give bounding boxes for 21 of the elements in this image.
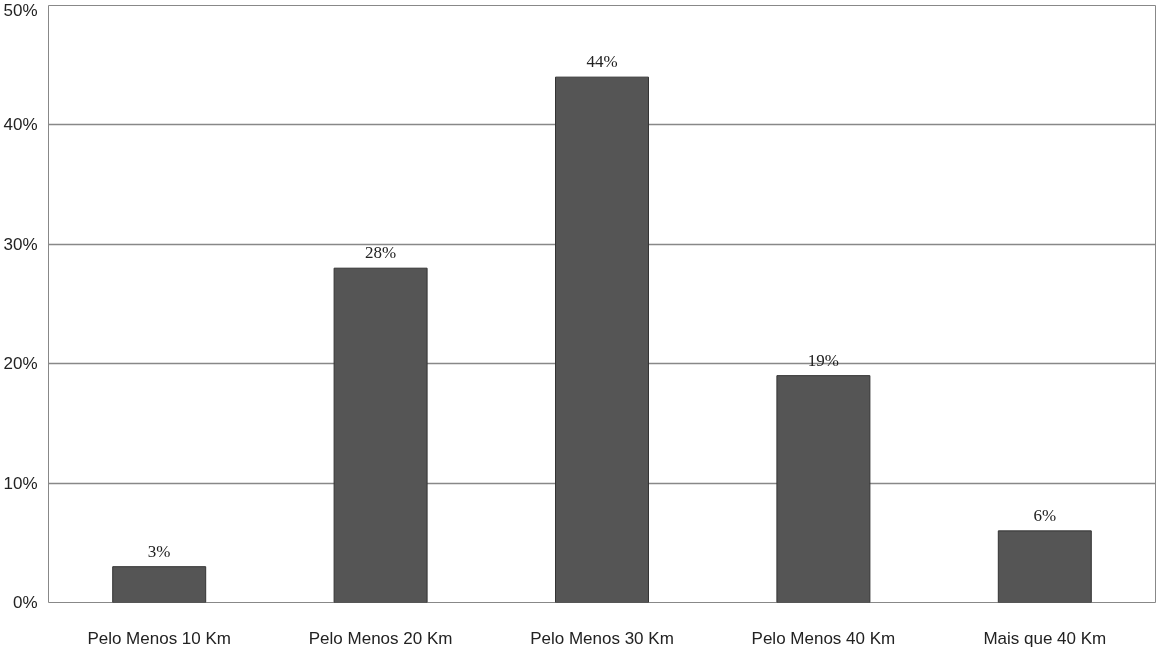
- bar: [776, 375, 871, 603]
- bar: [333, 267, 428, 603]
- data-label: 6%: [1033, 505, 1057, 525]
- y-tick-label: 50%: [3, 0, 38, 20]
- y-tick-label: 40%: [3, 115, 38, 135]
- x-tick-label: Mais que 40 Km: [983, 628, 1107, 648]
- data-label: 44%: [586, 52, 618, 72]
- y-tick-label: 20%: [3, 354, 38, 374]
- data-label: 3%: [147, 541, 171, 561]
- x-tick-label: Pelo Menos 10 Km: [87, 628, 232, 648]
- x-tick-label: Pelo Menos 30 Km: [530, 628, 674, 648]
- y-tick-label: 30%: [3, 234, 38, 254]
- y-tick-label: 0%: [12, 593, 38, 612]
- bar: [997, 530, 1092, 603]
- bar: [112, 566, 207, 603]
- data-label: 28%: [365, 243, 397, 263]
- data-label: 19%: [807, 350, 839, 370]
- bar: [555, 76, 649, 603]
- x-tick-label: Pelo Menos 40 Km: [751, 628, 896, 648]
- x-tick-label: Pelo Menos 20 Km: [308, 628, 453, 648]
- y-tick-label: 10%: [3, 473, 38, 493]
